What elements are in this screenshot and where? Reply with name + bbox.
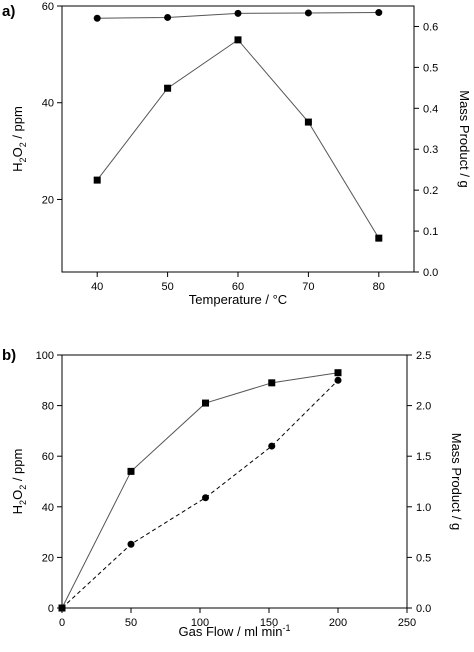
y2-axis-title: Mass Product / g [449,433,464,531]
data-point-circle [334,376,342,384]
chart-panel-2: b) 0 50 100 150 200 250 0 20 40 60 80 100 0.0 0.5 1.0 1.… [2,347,464,639]
x-tick-label: 150 [260,617,278,629]
data-point-square [268,379,276,387]
data-point-square [127,467,135,475]
x-axis-title: Gas Flow / ml min-1 [178,623,290,639]
y2-tick-label: 0.2 [423,185,438,197]
x-tick-label: 200 [329,617,347,629]
data-point-square [93,176,101,184]
y-tick-label: 40 [42,502,54,514]
data-point-square [164,84,172,92]
y2-tick-label: 0.5 [416,552,431,564]
data-point-circle [234,9,242,17]
data-point-square [304,118,312,126]
data-point-circle [93,14,101,22]
y2-tick-label: 0.4 [423,103,438,115]
x-axis-title: Temperature / °C [189,292,287,307]
chart-panel-1: a) 40 50 60 70 80 20 40 60 0.0 0.1 0.2 0.3 0.4 0.5 0.6 T… [2,1,472,307]
panel-label: b) [2,347,16,364]
panel-label: a) [2,3,15,20]
x-tick-label: 100 [191,617,209,629]
data-point-circle [375,9,383,17]
y-axis-title: H2O2 / ppm [10,106,28,172]
x-tick-label: 0 [59,617,65,629]
data-point-square [334,369,342,377]
y2-tick-label: 0.1 [423,226,438,238]
y-tick-label: 40 [42,98,54,110]
x-tick-label: 50 [161,281,173,293]
data-point-circle [58,604,66,612]
x-tick-label: 50 [125,617,137,629]
y-tick-label: 0 [48,603,54,615]
y-tick-label: 20 [42,194,54,206]
y2-tick-label: 1.0 [416,502,431,514]
data-point-circle [127,540,135,548]
y2-tick-label: 0.0 [423,267,438,279]
y-tick-label: 100 [36,350,54,362]
y-tick-label: 20 [42,552,54,564]
y2-tick-label: 2.0 [416,401,431,413]
x-tick-label: 70 [302,281,314,293]
x-tick-label: 250 [398,617,416,629]
series-line-1 [61,372,339,609]
plot-frame [61,5,415,273]
y2-tick-label: 0.3 [423,144,438,156]
y2-tick-label: 1.5 [416,451,431,463]
y-tick-label: 80 [42,401,54,413]
y2-tick-label: 0.5 [423,62,438,74]
x-tick-label: 40 [91,281,103,293]
x-tick-label: 60 [232,281,244,293]
series-line-1 [96,39,380,239]
y2-tick-label: 0.6 [423,21,438,33]
y2-tick-label: 2.5 [416,350,431,362]
y2-axis-title: Mass Product / g [457,90,472,188]
data-point-square [234,36,242,44]
plot-frame [61,354,408,609]
data-point-circle [268,442,276,450]
y2-tick-label: 0.0 [416,603,431,615]
y-tick-label: 60 [42,1,54,13]
data-point-square [375,234,383,242]
y-axis-title: H2O2 / ppm [10,449,28,515]
x-tick-label: 80 [373,281,385,293]
data-point-circle [164,13,172,21]
data-point-circle [202,494,210,502]
data-point-circle [304,9,312,17]
data-point-square [202,399,210,407]
series-line-2 [61,379,339,609]
y-tick-label: 60 [42,451,54,463]
